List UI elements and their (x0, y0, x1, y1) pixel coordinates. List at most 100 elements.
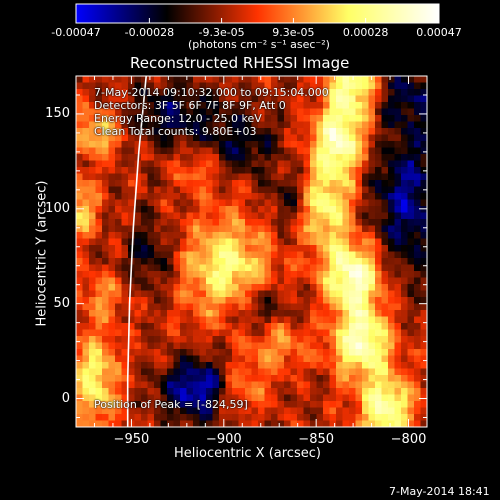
heatmap-cell (238, 128, 246, 136)
heatmap-cell (186, 238, 194, 246)
heatmap-cell (342, 258, 350, 266)
heatmap-cell (225, 414, 233, 422)
heatmap-cell (355, 375, 363, 383)
heatmap-cell (147, 82, 155, 90)
heatmap-cell (251, 134, 259, 142)
heatmap-cell (401, 232, 409, 240)
heatmap-cell (167, 329, 175, 337)
heatmap-cell (297, 128, 305, 136)
heatmap-cell (89, 329, 97, 337)
heatmap-cell (407, 251, 415, 259)
heatmap-cell (160, 115, 168, 123)
heatmap-cell (355, 108, 363, 116)
heatmap-cell (310, 238, 318, 246)
heatmap-cell (316, 381, 324, 389)
heatmap-cell (180, 160, 188, 168)
heatmap-cell (102, 225, 110, 233)
heatmap-cell (388, 355, 396, 363)
heatmap-cell (160, 212, 168, 220)
heatmap-cell (407, 225, 415, 233)
heatmap-cell (394, 264, 402, 272)
heatmap-cell (290, 342, 298, 350)
heatmap-cell (89, 199, 97, 207)
heatmap-cell (264, 251, 272, 259)
heatmap-cell (297, 193, 305, 201)
heatmap-cell (95, 89, 103, 97)
heatmap-cell (310, 316, 318, 324)
heatmap-cell (349, 121, 357, 129)
heatmap-cell (232, 310, 240, 318)
heatmap-cell (414, 284, 422, 292)
heatmap-cell (141, 420, 149, 427)
heatmap-cell (134, 173, 142, 181)
heatmap-cell (232, 290, 240, 298)
heatmap-cell (414, 323, 422, 331)
heatmap-cell (102, 134, 110, 142)
heatmap-cell (303, 238, 311, 246)
heatmap-cell (147, 141, 155, 149)
heatmap-cell (180, 277, 188, 285)
heatmap-cell (206, 251, 214, 259)
heatmap-cell (141, 401, 149, 409)
heatmap-cell (401, 336, 409, 344)
heatmap-cell (355, 160, 363, 168)
heatmap-cell (128, 199, 136, 207)
heatmap-cell (394, 394, 402, 402)
heatmap-cell (225, 225, 233, 233)
heatmap-cell (323, 121, 331, 129)
heatmap-cell (160, 310, 168, 318)
heatmap-cell (258, 89, 266, 97)
heatmap-cell (368, 173, 376, 181)
heatmap-cell (160, 323, 168, 331)
heatmap-cell (407, 238, 415, 246)
heatmap-cell (277, 134, 285, 142)
heatmap-cell (173, 108, 181, 116)
heatmap-cell (323, 89, 331, 97)
heatmap-cell (303, 82, 311, 90)
heatmap-cell (316, 219, 324, 227)
heatmap-cell (82, 323, 90, 331)
heatmap-cell (407, 336, 415, 344)
heatmap-cell (414, 310, 422, 318)
heatmap-cell (368, 212, 376, 220)
heatmap-cell (245, 76, 253, 84)
heatmap-cell (128, 89, 136, 97)
heatmap-cell (173, 277, 181, 285)
heatmap-cell (147, 303, 155, 311)
heatmap-cell (284, 219, 292, 227)
y-tick-label: 150 (45, 106, 70, 122)
heatmap-cell (303, 264, 311, 272)
heatmap-cell (141, 362, 149, 370)
heatmap-cell (310, 290, 318, 298)
heatmap-cell (258, 102, 266, 110)
heatmap-cell (323, 388, 331, 396)
heatmap-cell (186, 160, 194, 168)
heatmap-cell (375, 108, 383, 116)
heatmap-cell (180, 414, 188, 422)
heatmap-cell (342, 362, 350, 370)
heatmap-cell (147, 193, 155, 201)
heatmap-cell (167, 342, 175, 350)
heatmap-cell (193, 375, 201, 383)
heatmap-cell (336, 82, 344, 90)
heatmap-cell (362, 284, 370, 292)
heatmap-cell (368, 89, 376, 97)
heatmap-cell (264, 264, 272, 272)
heatmap-cell (160, 362, 168, 370)
heatmap-cell (368, 193, 376, 201)
heatmap-cell (219, 297, 227, 305)
heatmap-cell (102, 167, 110, 175)
heatmap-cell (336, 284, 344, 292)
heatmap-cell (238, 271, 246, 279)
heatmap-cell (277, 388, 285, 396)
heatmap-cell (316, 329, 324, 337)
heatmap-cell (154, 238, 162, 246)
heatmap-cell (147, 225, 155, 233)
heatmap-cell (76, 303, 84, 311)
heatmap-cell (264, 336, 272, 344)
heatmap-cell (134, 414, 142, 422)
heatmap-cell (173, 401, 181, 409)
heatmap-cell (368, 414, 376, 422)
heatmap-cell (323, 219, 331, 227)
heatmap-cell (297, 381, 305, 389)
